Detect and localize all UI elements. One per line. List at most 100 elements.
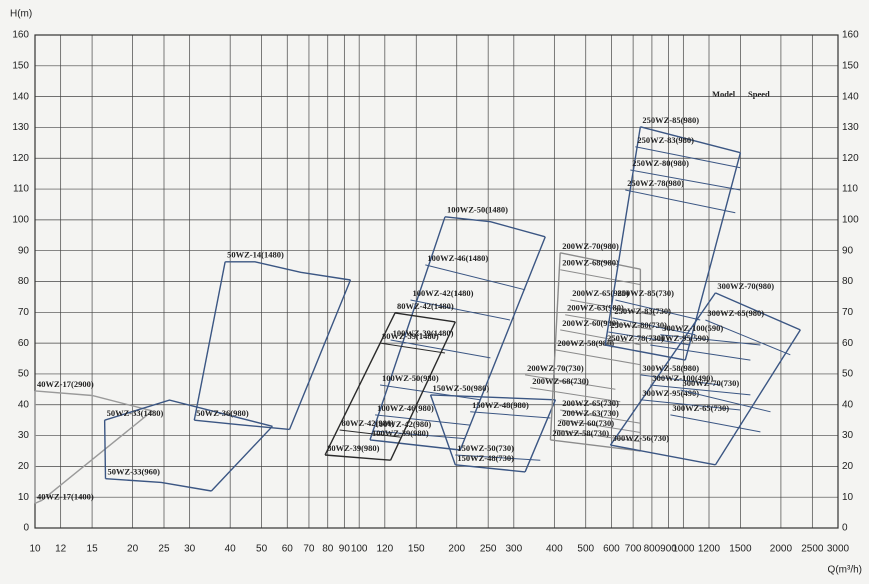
x-tick-label: 15 [87,544,99,555]
curve-label: 250WZ-80(730) [610,320,667,330]
x-tick-label: 300 [505,544,522,555]
performance-curve [605,344,686,361]
x-tick-label: 250 [480,544,497,555]
performance-curve [705,319,791,356]
performance-curve [339,429,401,438]
y2-tick-label: 10 [842,492,854,503]
curve-label: 200WZ-65(730) [562,398,619,408]
curve-label: 300WZ-65(980) [707,308,764,318]
curve-label: 100WZ-39(1480) [393,328,454,338]
performance-curve [455,464,526,473]
y2-tick-label: 120 [842,153,859,164]
performance-curve [560,252,641,270]
y-tick-label: 60 [18,338,30,349]
curve-label: 50WZ-36(980) [196,408,249,418]
region-side [604,126,642,346]
performance-curve [369,439,461,451]
performance-curve [565,314,651,330]
y2-tick-label: 80 [842,276,854,287]
curve-label: 200WZ-60(730) [557,418,614,428]
region-side [41,410,153,501]
y-tick-label: 50 [18,369,30,380]
y2-tick-label: 20 [842,461,854,472]
curve-label: 300WZ-100(590) [662,323,723,333]
y2-tick-label: 50 [842,369,854,380]
curve-label: 200WZ-63(730) [562,408,619,418]
y2-tick-label: 90 [842,245,854,256]
y-tick-label: 120 [12,153,29,164]
curve-label: 150WZ-48(980) [472,400,529,410]
performance-curve [34,390,153,412]
curve-label: 250WZ-78(730) [607,333,664,343]
curve-label: 100WZ-50(1480) [447,205,508,215]
performance-curve [555,429,641,443]
y2-tick-label: 160 [842,30,859,41]
x-tick-label: 100 [351,544,368,555]
legend-speed: Speed [748,89,770,99]
x-tick-label: 600 [603,544,620,555]
curve-label: 200WZ-68(730) [532,376,589,386]
performance-curve [550,439,641,452]
curve-label: 250WZ-80(980) [632,158,689,168]
x-tick-label: 1200 [698,544,721,555]
curve-label: 200WZ-65(980) [572,288,629,298]
curve-label: 200WZ-63(980) [567,303,624,313]
performance-curve [650,384,751,396]
performance-curve [410,299,511,321]
curve-label: 300WZ-95(590) [652,333,709,343]
curve-label: 100WZ-46(1480) [427,253,488,263]
performance-curve [104,399,273,427]
y2-tick-label: 100 [842,215,859,226]
x-tick-label: 70 [303,544,315,555]
x-tick-label: 1500 [729,544,752,555]
x-tick-label: 30 [184,544,196,555]
performance-curve [610,444,716,466]
x-tick-label: 25 [158,544,170,555]
performance-curve [105,478,212,492]
x-tick-label: 1000 [672,544,695,555]
y2-tick-label: 130 [842,122,859,133]
y-tick-label: 0 [23,523,29,534]
performance-curve [390,339,491,359]
y-tick-label: 160 [12,30,29,41]
curve-label: 300WZ-100(490) [652,373,713,383]
y-tick-label: 90 [18,245,30,256]
region-side [210,425,273,492]
x-tick-label: 500 [577,544,594,555]
curve-label: 250WZ-78(980) [627,178,684,188]
performance-curve [375,414,471,426]
performance-curve [194,419,290,431]
curve-label: 300WZ-58(980) [642,363,699,373]
y-tick-label: 70 [18,307,30,318]
y2-tick-label: 140 [842,91,859,102]
performance-curve [555,349,641,366]
x-tick-label: 700 [625,544,642,555]
y-tick-label: 100 [12,215,29,226]
region-side [684,152,742,361]
y2-tick-label: 70 [842,307,854,318]
x-tick-label: 200 [448,544,465,555]
performance-curve [660,334,761,346]
curve-label: 150WZ-50(980) [433,383,490,393]
performance-curve [560,269,641,286]
performance-curve [444,216,546,238]
y-tick-label: 10 [18,492,30,503]
performance-curve [325,454,391,461]
performance-curve [715,292,801,331]
curve-label: 150WZ-48(730) [457,453,514,463]
curve-label: 250WZ-83(730) [614,306,671,316]
y-tick-label: 110 [13,184,29,195]
performance-curve [630,169,741,191]
plot-frame [34,34,839,529]
curve-label: 300WZ-56(730) [612,433,669,443]
performance-curve [608,331,691,346]
performance-curve [525,374,616,390]
y-tick-label: 40 [18,399,30,410]
curve-label: 80WZ-39(980) [327,443,380,453]
curve-label: 200WZ-68(980) [562,258,619,268]
performance-curve [394,312,456,323]
curve-label: 300WZ-95(490) [642,388,699,398]
performance-curve [225,261,351,281]
curve-label: 200WZ-58(730) [552,428,609,438]
performance-curve [570,299,656,316]
